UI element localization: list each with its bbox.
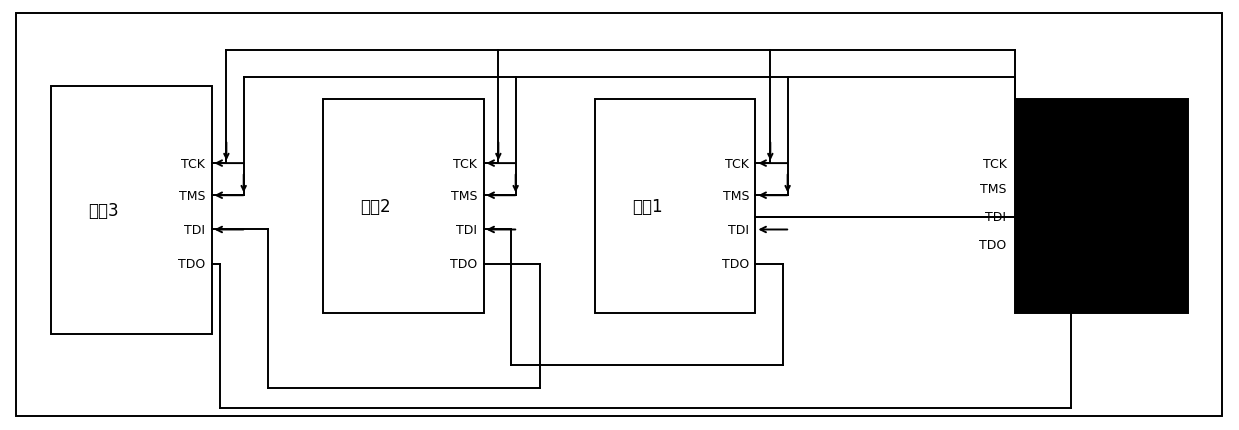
Text: TDI: TDI: [456, 224, 477, 236]
Text: 芯片2: 芯片2: [361, 197, 392, 215]
Text: TDO: TDO: [722, 258, 750, 270]
Text: TMS: TMS: [451, 189, 477, 202]
Text: TMS: TMS: [178, 189, 206, 202]
Bar: [323, 100, 483, 313]
Text: 芯片1: 芯片1: [632, 197, 663, 215]
Text: 芯片3: 芯片3: [88, 202, 119, 220]
Text: TCK: TCK: [725, 157, 750, 170]
Text: TDI: TDI: [729, 224, 750, 236]
Text: TDO: TDO: [450, 258, 477, 270]
Text: TMS: TMS: [980, 183, 1006, 196]
Bar: [51, 87, 212, 335]
Text: TDO: TDO: [979, 238, 1006, 252]
Text: TCK: TCK: [181, 157, 206, 170]
Text: TMS: TMS: [722, 189, 750, 202]
Text: TDI: TDI: [985, 211, 1006, 224]
Text: TCK: TCK: [983, 157, 1006, 170]
Text: TCK: TCK: [453, 157, 477, 170]
Text: TDO: TDO: [178, 258, 206, 270]
Text: TDI: TDI: [185, 224, 206, 236]
Bar: [595, 100, 756, 313]
Bar: [1015, 100, 1188, 313]
